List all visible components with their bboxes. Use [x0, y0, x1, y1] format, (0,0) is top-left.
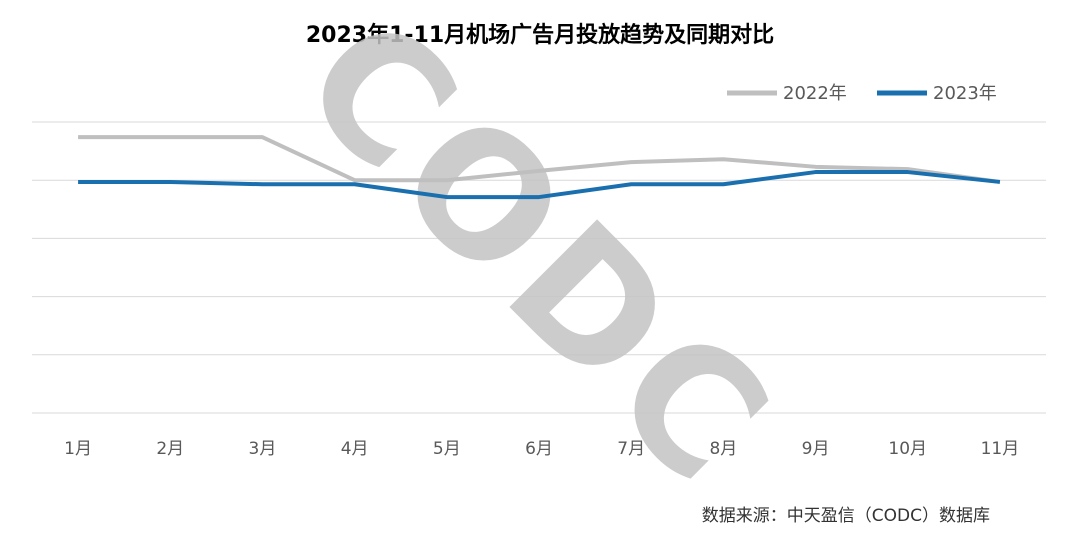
x-tick-label: 10月: [888, 439, 927, 459]
x-tick-label: 2月: [156, 439, 184, 459]
legend-label: 2022年: [783, 83, 847, 104]
x-tick-label: 1月: [64, 439, 92, 459]
chart-title: 2023年1-11月机场广告月投放趋势及同期对比: [306, 22, 774, 48]
series-line: [78, 170, 1001, 200]
series-line: [78, 135, 1001, 184]
x-tick-label: 4月: [341, 439, 369, 459]
x-tick-label: 9月: [802, 439, 830, 459]
x-tick-label: 8月: [709, 439, 737, 459]
legend-label: 2023年: [933, 83, 997, 104]
x-tick-label: 11月: [981, 439, 1020, 459]
x-tick-label: 6月: [525, 439, 553, 459]
source-note: 数据来源：中天盈信（CODC）数据库: [702, 506, 990, 526]
x-tick-label: 3月: [249, 439, 277, 459]
x-tick-label: 5月: [433, 439, 461, 459]
x-tick-label: 7月: [617, 439, 645, 459]
